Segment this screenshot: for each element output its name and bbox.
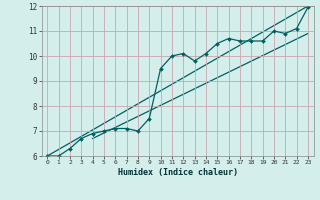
X-axis label: Humidex (Indice chaleur): Humidex (Indice chaleur) [118, 168, 237, 177]
